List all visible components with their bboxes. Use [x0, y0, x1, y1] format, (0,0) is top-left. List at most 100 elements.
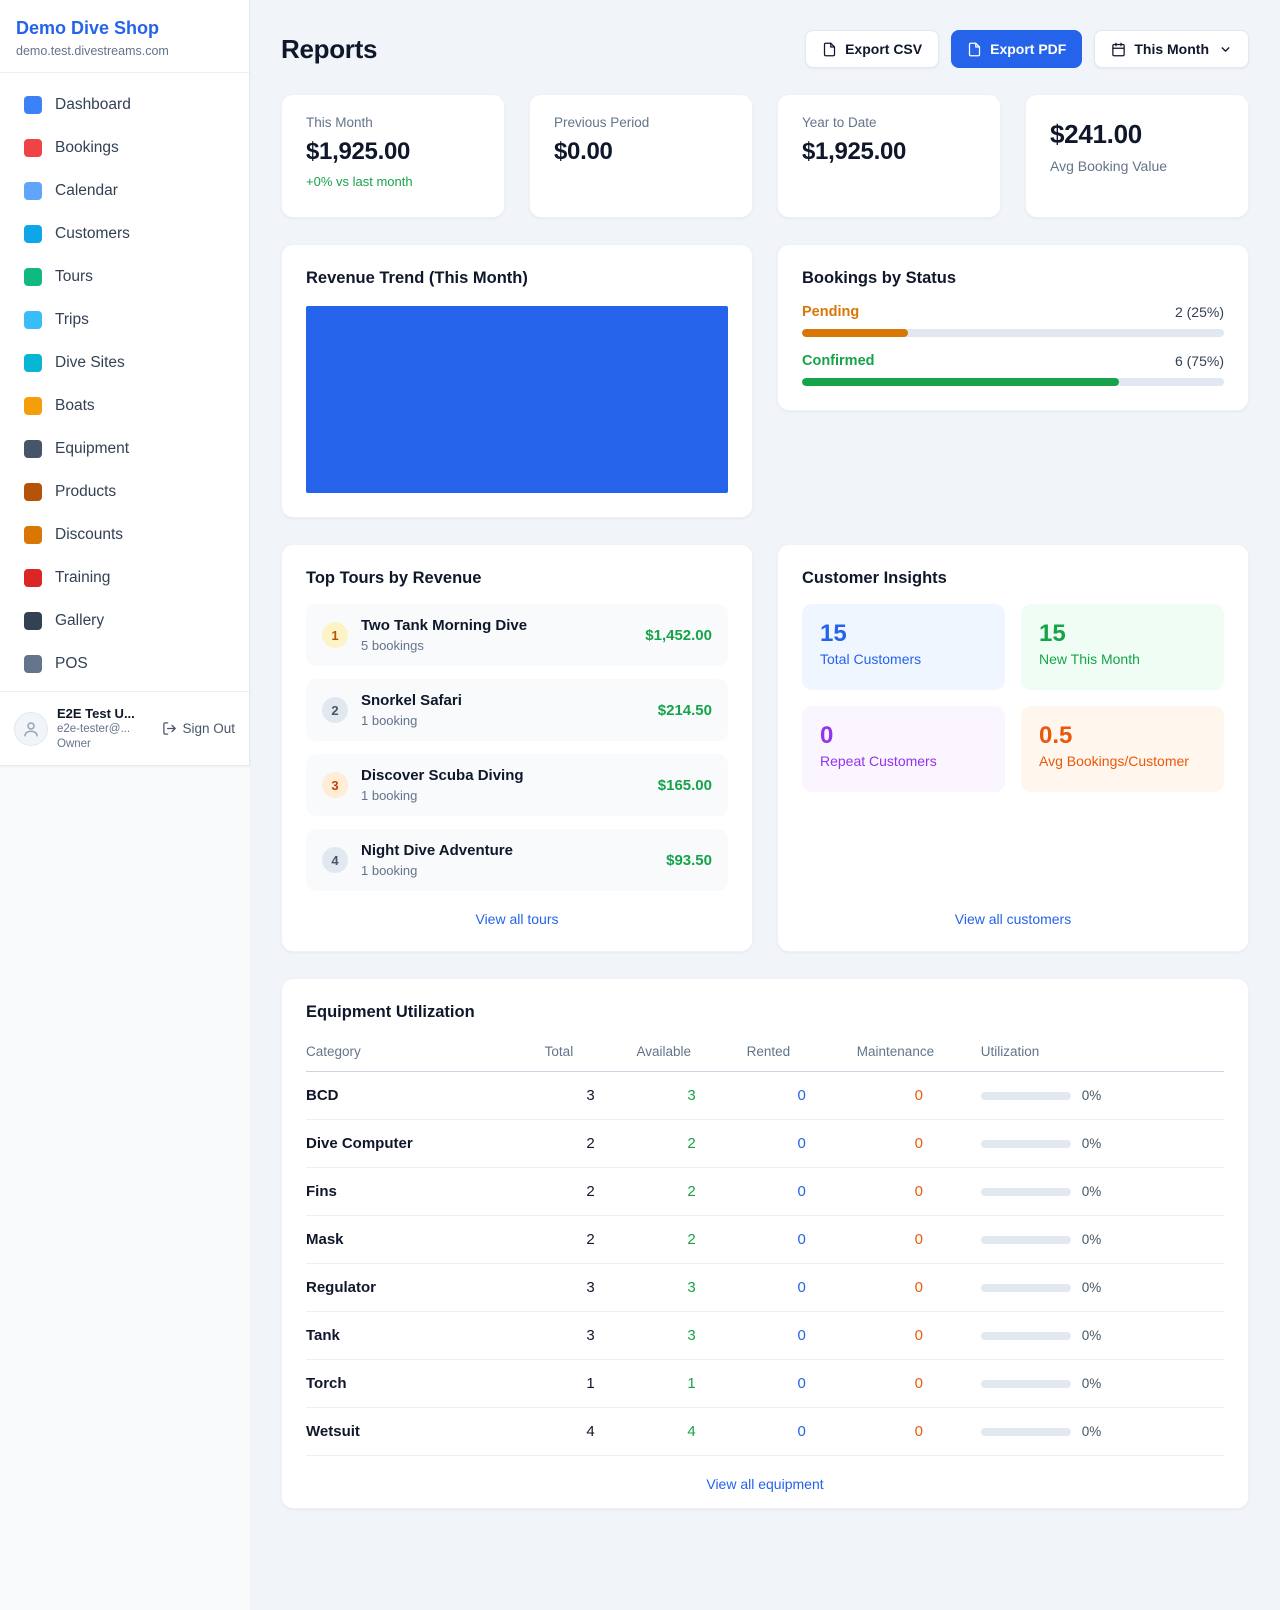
- sidebar-item-boats[interactable]: Boats: [0, 384, 249, 427]
- cell-category: Wetsuit: [306, 1407, 545, 1456]
- trips-icon: [24, 310, 42, 329]
- sidebar-item-training[interactable]: Training: [0, 556, 249, 599]
- user-role: Owner: [57, 737, 91, 750]
- boats-icon: [24, 396, 42, 415]
- table-row: Tank 3 3 0 0 0%: [306, 1311, 1224, 1360]
- cell-maintenance: 0: [856, 1215, 981, 1264]
- bookings-by-status-title: Bookings by Status: [802, 269, 957, 287]
- stat-delta: +0% vs last month: [306, 174, 413, 189]
- logout-icon: [163, 722, 177, 735]
- sidebar-item-label: Dashboard: [55, 95, 131, 113]
- utilization-bar: [980, 1427, 1071, 1436]
- cell-available: 3: [636, 1263, 747, 1312]
- training-icon: [24, 568, 42, 587]
- table-row: Wetsuit 4 4 0 0 0%: [306, 1407, 1224, 1456]
- stat-card-this-month: This Month $1,925.00 +0% vs last month: [281, 94, 505, 218]
- sidebar-panel: Demo Dive Shop demo.test.divestreams.com…: [0, 0, 250, 766]
- sidebar-item-calendar[interactable]: Calendar: [0, 169, 249, 212]
- sidebar-item-products[interactable]: Products: [0, 470, 249, 513]
- shop-name: Demo Dive Shop: [16, 18, 160, 38]
- cell-maintenance: 0: [856, 1167, 981, 1216]
- export-pdf-button[interactable]: Export PDF: [951, 30, 1083, 68]
- dive-sites-icon: [24, 353, 42, 372]
- tour-revenue: $1,452.00: [645, 626, 712, 644]
- utilization-percent: 0%: [1081, 1232, 1102, 1247]
- gallery-icon: [24, 611, 42, 630]
- list-item: 4 Night Dive Adventure 1 booking $93.50: [306, 829, 728, 891]
- progress-track: [802, 329, 1224, 337]
- equipment-utilization-card: Equipment Utilization Category Total Ava…: [281, 978, 1249, 1509]
- utilization-bar: [980, 1331, 1071, 1340]
- sidebar-item-customers[interactable]: Customers: [0, 212, 249, 255]
- sidebar-item-dashboard[interactable]: Dashboard: [0, 83, 249, 126]
- view-all-tours-link[interactable]: View all tours: [475, 911, 559, 927]
- tour-revenue: $93.50: [666, 851, 712, 869]
- cell-rented: 0: [746, 1359, 857, 1408]
- sidebar-item-label: Gallery: [55, 611, 105, 629]
- equipment-table: Category Total Available Rented Maintena…: [306, 1034, 1224, 1456]
- utilization-cell: 0%: [980, 1280, 1224, 1295]
- bookings-icon: [24, 138, 42, 157]
- list-item: 3 Discover Scuba Diving 1 booking $165.0…: [306, 754, 728, 816]
- sign-out-button[interactable]: Sign Out: [162, 721, 235, 736]
- stat-card-year-to-date: Year to Date $1,925.00: [777, 94, 1001, 218]
- view-all-customers-link[interactable]: View all customers: [954, 911, 1072, 927]
- avatar: [14, 711, 48, 746]
- sidebar-item-label: Dive Sites: [55, 353, 125, 371]
- customer-insights-card: Customer Insights 15 Total Customers 15 …: [777, 544, 1249, 952]
- progress-fill: [802, 378, 1119, 386]
- sidebar-item-bookings[interactable]: Bookings: [0, 126, 249, 169]
- sidebar-item-gallery[interactable]: Gallery: [0, 599, 249, 642]
- stat-value: $1,925.00: [306, 138, 411, 165]
- cell-category: Dive Computer: [306, 1119, 545, 1168]
- equipment-icon: [24, 439, 42, 458]
- cell-available: 3: [636, 1311, 747, 1360]
- insight-value: 0: [820, 722, 834, 749]
- utilization-bar: [980, 1091, 1071, 1100]
- tour-bookings: 1 booking: [361, 713, 418, 728]
- table-row: Regulator 3 3 0 0 0%: [306, 1263, 1224, 1312]
- pos-icon: [24, 654, 42, 673]
- cell-maintenance: 0: [856, 1119, 981, 1168]
- cell-rented: 0: [746, 1167, 857, 1216]
- column-header-utilization: Utilization: [980, 1034, 1224, 1072]
- sidebar-item-dive-sites[interactable]: Dive Sites: [0, 341, 249, 384]
- insight-value: 15: [820, 620, 847, 647]
- list-item: 1 Two Tank Morning Dive 5 bookings $1,45…: [306, 604, 728, 666]
- sidebar-item-discounts[interactable]: Discounts: [0, 513, 249, 556]
- utilization-percent: 0%: [1081, 1328, 1102, 1343]
- insights-grid: 15 Total Customers 15 New This Month 0 R…: [802, 604, 1224, 792]
- row-revenue-status: Revenue Trend (This Month) Bookings by S…: [281, 244, 1249, 518]
- sidebar-item-equipment[interactable]: Equipment: [0, 427, 249, 470]
- utilization-bar: [980, 1187, 1071, 1196]
- column-header-available: Available: [636, 1034, 747, 1072]
- cell-total: 3: [544, 1311, 637, 1360]
- sidebar-item-label: Equipment: [55, 439, 130, 457]
- sidebar-item-tours[interactable]: Tours: [0, 255, 249, 298]
- rank-badge: 3: [322, 772, 348, 798]
- sidebar-item-trips[interactable]: Trips: [0, 298, 249, 341]
- status-label: Pending: [802, 304, 860, 320]
- progress-fill: [802, 329, 908, 337]
- file-icon: [968, 42, 981, 56]
- cell-maintenance: 0: [856, 1071, 981, 1120]
- stat-label: Year to Date: [802, 115, 877, 130]
- cell-category: Regulator: [306, 1263, 545, 1312]
- chevron-down-icon: [1219, 43, 1232, 56]
- sidebar-item-label: Boats: [55, 396, 95, 414]
- view-all-equipment-link[interactable]: View all equipment: [706, 1476, 824, 1492]
- stat-value: $241.00: [1050, 119, 1142, 149]
- cell-category: Torch: [306, 1359, 545, 1408]
- period-dropdown[interactable]: This Month: [1094, 30, 1249, 68]
- export-csv-button[interactable]: Export CSV: [805, 30, 940, 68]
- file-icon: [823, 42, 836, 56]
- header-actions: Export CSV Export PDF This Month: [805, 30, 1249, 68]
- utilization-percent: 0%: [1081, 1376, 1102, 1391]
- status-row-pending: Pending 2 (25%): [802, 304, 1224, 337]
- cell-total: 1: [544, 1359, 637, 1408]
- revenue-trend-card: Revenue Trend (This Month): [281, 244, 753, 518]
- insight-new-this-month: 15 New This Month: [1021, 604, 1224, 690]
- cell-available: 2: [636, 1167, 747, 1216]
- sidebar-item-pos[interactable]: POS: [0, 642, 249, 685]
